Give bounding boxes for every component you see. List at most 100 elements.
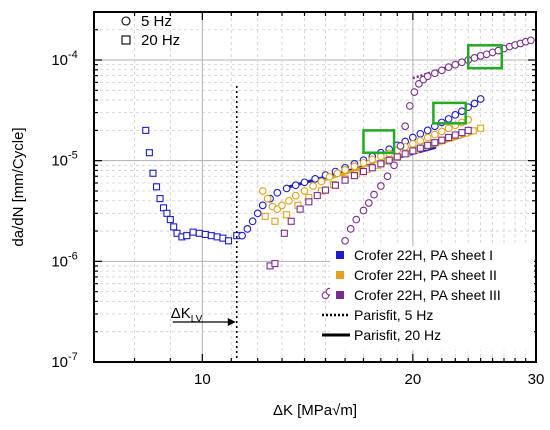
data-point-5hz: [238, 231, 246, 240]
data-point-5hz: [451, 111, 460, 119]
data-point-5hz: [364, 199, 373, 207]
threshold-label: ΔKLV: [171, 305, 203, 325]
data-point-20hz: [280, 229, 288, 237]
data-point-20hz: [385, 156, 393, 164]
x-axis-label: ΔK [MPa√m]: [273, 402, 357, 419]
data-point-5hz: [300, 187, 309, 195]
legend-series-label: Crofer 22H, PA sheet II: [354, 267, 497, 283]
data-point-5hz: [430, 69, 439, 78]
y-tick-base: 10: [51, 52, 68, 69]
threshold-arrowhead: [227, 318, 236, 326]
x-tick-label: 30: [528, 371, 545, 388]
data-point-20hz: [201, 230, 209, 238]
data-point-5hz: [437, 127, 446, 136]
data-point-5hz: [285, 196, 293, 205]
threshold-label-sub: LV: [191, 314, 203, 325]
data-point-20hz: [173, 229, 181, 237]
highlight-boxes: [362, 44, 503, 154]
data-point-20hz: [166, 216, 174, 224]
data-point-5hz: [409, 139, 417, 148]
data-point-20hz: [183, 232, 191, 240]
data-point-20hz: [163, 209, 171, 217]
data-point-5hz: [476, 95, 485, 103]
data-point-20hz: [393, 153, 401, 161]
data-point-5hz: [444, 115, 453, 123]
data-point-20hz: [377, 160, 385, 168]
legend-swatch: [336, 271, 344, 279]
data-point-20hz: [313, 192, 321, 200]
data-point-20hz: [416, 144, 424, 152]
data-point-5hz: [470, 99, 479, 108]
data-point-5hz: [333, 169, 342, 178]
highlight-box: [362, 129, 396, 154]
data-point-5hz: [444, 124, 453, 133]
data-point-5hz: [346, 225, 355, 233]
data-point-20hz: [424, 141, 432, 149]
data-point-5hz: [309, 182, 317, 190]
data-point-20hz: [438, 136, 446, 144]
data-point-20hz: [261, 212, 269, 220]
data-point-20hz: [305, 198, 313, 206]
data-point-5hz: [291, 181, 300, 190]
data-point-5hz: [282, 184, 291, 193]
data-point-20hz: [341, 176, 349, 184]
data-point-5hz: [258, 201, 267, 210]
y-tick-label: 10: [51, 52, 68, 69]
legend-swatch: [336, 251, 344, 259]
data-point-20hz: [145, 149, 153, 157]
y-tick-base: 10: [51, 253, 68, 270]
data-point-20hz: [156, 195, 164, 203]
data-point-5hz: [405, 102, 414, 110]
data-point-5hz: [258, 187, 267, 195]
data-point-20hz: [321, 186, 330, 194]
y-tick-base: 10: [51, 153, 68, 170]
legend-markers: 5 Hz 20 Hz: [121, 13, 180, 49]
data-point-5hz: [416, 136, 425, 145]
axes: 10 -710 -610 -510 -410 20 30: [51, 11, 545, 388]
y-axis-label: da/dN [mm/Cycle]: [10, 127, 27, 246]
data-point-20hz: [207, 232, 215, 240]
legend-series-label: Crofer 22H, PA sheet III: [354, 287, 501, 303]
data-point-20hz: [350, 172, 358, 180]
data-point-5hz: [341, 236, 349, 245]
y-tick-label: 10: [51, 354, 68, 371]
legend-series: Crofer 22H, PA sheet I Crofer 22H, PA she…: [322, 246, 534, 350]
data-point-20hz: [287, 217, 295, 225]
data-point-5hz: [383, 172, 392, 181]
data-point-5hz: [451, 60, 460, 69]
legend-swatch: [336, 291, 344, 299]
data-point-5hz: [278, 201, 286, 210]
y-tick-exponent: -5: [68, 150, 78, 162]
data-point-5hz: [437, 66, 446, 75]
data-point-5hz: [401, 122, 410, 131]
data-point-20hz: [331, 181, 339, 189]
legend-series-label: Parisfit, 5 Hz: [354, 307, 433, 323]
data-point-5hz: [390, 161, 398, 170]
highlight-box: [466, 44, 503, 70]
data-point-5hz: [317, 177, 326, 186]
data-point-20hz: [283, 211, 291, 219]
data-point-20hz: [213, 233, 221, 241]
data-point-20hz: [271, 260, 279, 268]
plot-frame: [93, 11, 537, 363]
data-point-20hz: [224, 237, 233, 245]
y-tick-exponent: -6: [68, 250, 78, 262]
data-point-5hz: [341, 166, 349, 174]
data-point-5hz: [350, 162, 359, 171]
data-point-5hz: [423, 72, 432, 81]
data-point-5hz: [409, 133, 417, 142]
data-point-20hz: [189, 228, 197, 236]
y-tick-label: 10: [51, 253, 68, 270]
data-point-5hz: [273, 188, 282, 197]
data-point-20hz: [170, 223, 178, 231]
legend-series-label: Crofer 22H, PA sheet I: [354, 247, 493, 263]
data-point-5hz: [248, 217, 257, 226]
legend-marker-label: 20 Hz: [141, 32, 180, 49]
threshold-label-base: ΔK: [171, 305, 191, 322]
data-point-20hz: [149, 169, 157, 177]
data-point-20hz: [368, 164, 376, 172]
data-point-5hz: [359, 159, 368, 167]
data-point-20hz: [152, 183, 161, 191]
